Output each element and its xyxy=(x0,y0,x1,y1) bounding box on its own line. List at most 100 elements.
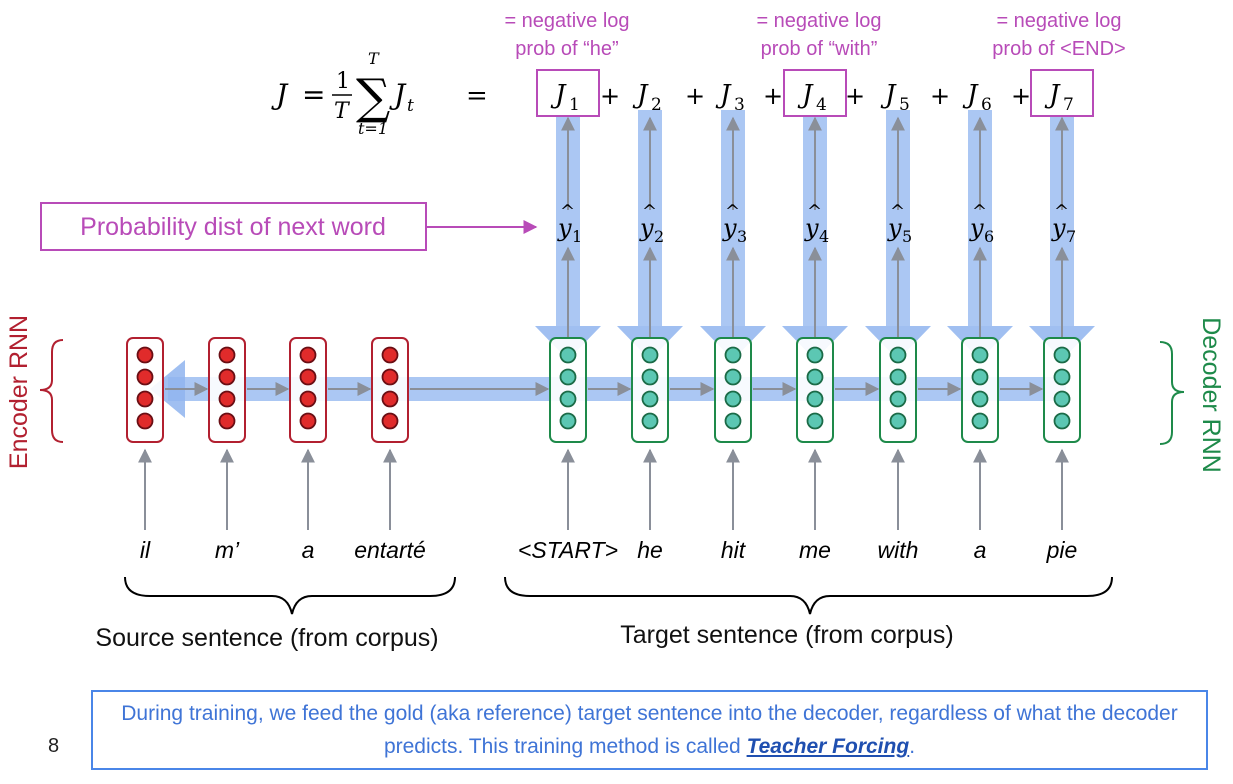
annotation-line2: prob of <END> xyxy=(992,38,1125,60)
annotation-line2: prob of “with” xyxy=(761,38,878,60)
plus-sign: + xyxy=(600,82,620,110)
y-hat-caret: ^ xyxy=(972,201,987,222)
plus-sign: + xyxy=(685,82,705,110)
neuron xyxy=(641,346,659,364)
y-hat: y xyxy=(557,214,572,242)
y-hat: y xyxy=(804,214,819,242)
decoder-cell xyxy=(631,337,669,443)
decoder-label: Decoder RNN xyxy=(1197,317,1225,473)
loss-term: J xyxy=(797,80,814,110)
target-word: pie xyxy=(1046,537,1078,563)
loss-term-box xyxy=(536,69,600,117)
loss-term: J xyxy=(880,80,897,110)
y-hat: y xyxy=(969,214,984,242)
target-caption: Target sentence (from corpus) xyxy=(620,621,953,649)
y-hat: y xyxy=(887,214,902,242)
formula-frac-den: T xyxy=(334,99,351,124)
neuron xyxy=(1053,390,1071,408)
neuron xyxy=(889,390,907,408)
formula-sigma: ∑ xyxy=(356,69,390,125)
neuron xyxy=(559,368,577,386)
y-hat-caret: ^ xyxy=(890,201,905,222)
y-hat: y xyxy=(1051,214,1066,242)
cell-frame xyxy=(796,337,834,443)
y-hat-caret: ^ xyxy=(642,201,657,222)
y-hat-sub: 6 xyxy=(984,227,994,246)
cell-frame xyxy=(1043,337,1081,443)
neuron xyxy=(559,346,577,364)
target-brace xyxy=(504,576,1113,615)
loss-term-sub: 1 xyxy=(569,95,580,115)
annotation-line1: = negative log xyxy=(996,10,1121,32)
note-term: Teacher Forcing xyxy=(746,735,910,758)
neuron xyxy=(381,390,399,408)
neuron xyxy=(218,390,236,408)
neuron xyxy=(299,390,317,408)
neuron xyxy=(641,412,659,430)
formula-frac-num: 1 xyxy=(336,69,350,94)
prediction-labels: y^1 y^2 y^3 y^4 y^5 y^6 y^7 xyxy=(557,116,1076,338)
formula-equals: = xyxy=(302,78,325,111)
source-caption: Source sentence (from corpus) xyxy=(95,624,438,652)
loss-term-sub: 4 xyxy=(816,95,827,115)
loss-term: J xyxy=(962,80,979,110)
formula-lhs: J xyxy=(271,78,289,111)
decoder-cell xyxy=(961,337,999,443)
cell-frame xyxy=(549,337,587,443)
loss-formula: J = 1 T T ∑ t=1 J t = xyxy=(271,49,488,138)
neuron xyxy=(971,390,989,408)
decoder-side-label: Decoder RNN xyxy=(1159,317,1225,473)
encoder-cell xyxy=(208,337,246,443)
neuron xyxy=(889,368,907,386)
loss-term-sub: 2 xyxy=(651,95,662,115)
y-hat-sub: 1 xyxy=(572,227,582,246)
probability-dist-callout: Probability dist of next word xyxy=(40,202,538,251)
loss-term-sub: 3 xyxy=(734,95,745,115)
y-hat-caret: ^ xyxy=(807,201,822,222)
page-number: 8 xyxy=(48,735,60,757)
cell-frame xyxy=(208,337,246,443)
y-hat: y xyxy=(722,214,737,242)
loss-terms: J 1 J 2 J 3 J 4 J 5 J 6 J 7+ + + + + + xyxy=(536,69,1094,117)
neuron xyxy=(889,412,907,430)
sentence-braces: Source sentence (from corpus) Target sen… xyxy=(95,576,1113,652)
target-word: he xyxy=(637,537,663,563)
formula-sum-top: T xyxy=(368,49,380,68)
formula-sum-bottom: t=1 xyxy=(358,119,388,138)
y-hat-caret: ^ xyxy=(560,201,575,222)
teacher-forcing-note: During training, we feed the gold (aka r… xyxy=(91,690,1208,770)
y-hat-caret: ^ xyxy=(1054,201,1069,222)
note-end: . xyxy=(909,735,916,758)
encoder-brace xyxy=(39,339,64,443)
y-hat-sub: 7 xyxy=(1066,227,1076,246)
annotation-line1: = negative log xyxy=(756,10,881,32)
annotation-line2: prob of “he” xyxy=(515,38,618,60)
decoder-cell xyxy=(1043,337,1081,443)
loss-term: J xyxy=(1044,80,1061,110)
neuron xyxy=(971,412,989,430)
loss-term: J xyxy=(550,80,567,110)
formula-equals-2: = xyxy=(466,81,488,111)
neuron xyxy=(381,346,399,364)
decoder-cell xyxy=(714,337,752,443)
cell-frame xyxy=(879,337,917,443)
y-hat-sub: 5 xyxy=(902,227,912,246)
encoder-cell xyxy=(289,337,327,443)
neuron xyxy=(299,412,317,430)
plus-sign: + xyxy=(1011,82,1031,110)
cell-frame xyxy=(126,337,164,443)
plus-sign: + xyxy=(763,82,783,110)
neuron xyxy=(136,346,154,364)
neuron xyxy=(724,412,742,430)
loss-term: J xyxy=(632,80,649,110)
loss-term-box xyxy=(783,69,847,117)
decoder-cell xyxy=(796,337,834,443)
neuron xyxy=(136,368,154,386)
target-word: <START> xyxy=(518,537,618,563)
neuron xyxy=(806,412,824,430)
neuron xyxy=(806,346,824,364)
cell-frame xyxy=(961,337,999,443)
input-words: il m’ a entarté <START> he hit me with a pie xyxy=(138,448,1078,563)
neuron xyxy=(559,412,577,430)
loss-term-sub: 7 xyxy=(1063,95,1074,115)
